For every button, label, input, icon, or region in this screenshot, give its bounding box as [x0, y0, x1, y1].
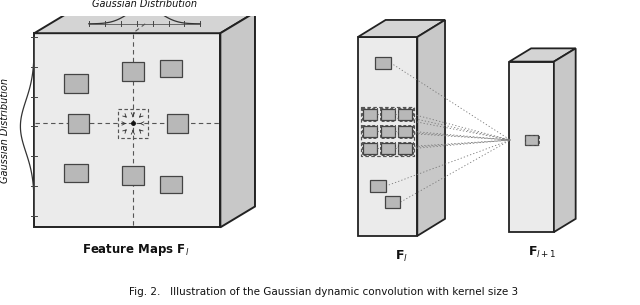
Bar	[370, 180, 386, 192]
Text: Fig. 2.   Illustration of the Gaussian dynamic convolution with kernel size 3: Fig. 2. Illustration of the Gaussian dyn…	[129, 287, 518, 297]
Polygon shape	[554, 48, 575, 232]
Bar	[399, 109, 412, 120]
Bar	[381, 109, 394, 120]
Polygon shape	[358, 20, 445, 37]
Bar	[122, 166, 144, 185]
Text: $\mathbf{F}_l$: $\mathbf{F}_l$	[395, 249, 408, 264]
Bar	[166, 114, 188, 133]
Bar	[363, 109, 377, 120]
Text: Gaussian Distribution: Gaussian Distribution	[92, 0, 197, 9]
Text: Feature Maps $\mathbf{F}_l$: Feature Maps $\mathbf{F}_l$	[81, 242, 189, 259]
Bar	[64, 163, 88, 182]
Bar	[525, 135, 538, 145]
Polygon shape	[509, 62, 554, 232]
Polygon shape	[417, 20, 445, 236]
Bar	[122, 62, 144, 81]
Bar	[399, 126, 412, 137]
Bar	[64, 74, 88, 93]
Polygon shape	[35, 33, 220, 227]
Polygon shape	[358, 37, 417, 236]
Text: Gaussian Distribution: Gaussian Distribution	[0, 78, 10, 183]
Polygon shape	[220, 13, 255, 227]
Polygon shape	[35, 13, 255, 33]
Bar	[363, 143, 377, 154]
Bar	[399, 143, 412, 154]
Bar	[160, 176, 182, 193]
Bar	[381, 126, 394, 137]
Text: $\mathbf{F}_{l+1}$: $\mathbf{F}_{l+1}$	[528, 245, 557, 260]
Bar	[68, 114, 90, 133]
Bar	[381, 143, 394, 154]
Bar	[160, 60, 182, 77]
Bar	[375, 57, 390, 69]
Bar	[363, 126, 377, 137]
Polygon shape	[509, 48, 575, 62]
Bar	[385, 196, 401, 208]
